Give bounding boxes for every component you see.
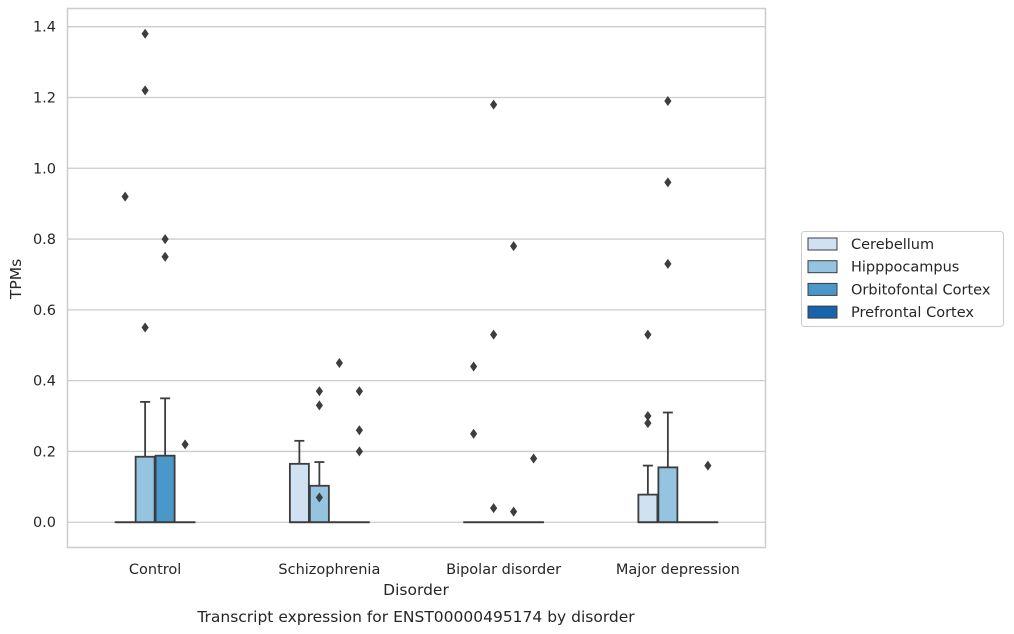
outlier-point [161, 234, 169, 245]
box-body [134, 455, 156, 524]
outlier-markers [121, 28, 712, 517]
legend-label: Cerebellum [851, 237, 934, 253]
x-tick-label: Major depression [616, 562, 740, 578]
outlier-point [664, 96, 672, 107]
legend-swatch [807, 260, 838, 274]
x-tick-label: Schizophrenia [278, 562, 380, 578]
outlier-point [530, 453, 538, 464]
chart-caption: Transcript expression for ENST0000049517… [196, 608, 635, 626]
y-tick-labels: 0.0 0.2 0.4 0.6 0.8 1.0 1.2 1.4 [33, 20, 56, 532]
legend-swatch [807, 237, 838, 251]
x-tick-label: Bipolar disorder [446, 562, 561, 578]
box-0-3 [637, 464, 659, 524]
outlier-point [490, 503, 498, 514]
box-body [288, 462, 310, 524]
box-1-3 [657, 411, 679, 524]
grid-lines [68, 26, 765, 523]
outlier-point [181, 439, 189, 450]
box-2-0 [154, 397, 176, 524]
y-tick-label: 0.4 [33, 374, 56, 390]
outlier-point [510, 506, 518, 517]
outlier-point [315, 400, 323, 411]
legend-swatch [807, 305, 838, 319]
outlier-point [664, 177, 672, 188]
outlier-point [355, 386, 363, 397]
outlier-point [704, 460, 712, 471]
outlier-point [355, 425, 363, 436]
box-body [637, 493, 659, 524]
box-body [308, 484, 330, 524]
outlier-point [335, 357, 343, 368]
legend-label: Orbitofontal Cortex [851, 282, 991, 298]
box-body [154, 454, 176, 524]
legend: Cerebellum Hipppocampus Orbitofontal Corte… [801, 231, 1004, 327]
y-tick-label: 0.8 [33, 232, 56, 248]
outlier-point [644, 329, 652, 340]
legend-swatch [807, 282, 838, 296]
box-0-1 [288, 439, 310, 524]
outlier-point [315, 386, 323, 397]
y-tick-label: 1.2 [33, 90, 56, 106]
outlier-point [315, 492, 323, 503]
outlier-point [644, 411, 652, 422]
outlier-point [490, 329, 498, 340]
y-axis-label: TPMs [7, 259, 25, 300]
outlier-point [161, 251, 169, 262]
outlier-point [470, 361, 478, 372]
outlier-point [664, 258, 672, 269]
plot-frame [66, 7, 767, 549]
x-tick-labels: Control Schizophrenia Bipolar disorder Majo… [129, 562, 740, 578]
box-1-1 [308, 461, 330, 524]
box-series [114, 397, 719, 524]
y-tick-label: 1.4 [33, 20, 56, 36]
x-axis-label: Disorder [383, 581, 449, 599]
box-1-0 [134, 400, 156, 524]
outlier-point [510, 241, 518, 252]
box-body [657, 466, 679, 524]
legend-label: Prefrontal Cortex [851, 305, 974, 321]
outlier-point [644, 418, 652, 429]
y-tick-label: 0.6 [33, 303, 56, 319]
y-tick-label: 0.0 [33, 515, 56, 531]
outlier-point [470, 428, 478, 439]
legend-label: Hipppocampus [851, 260, 959, 276]
x-tick-label: Control [129, 562, 181, 578]
outlier-point [141, 28, 149, 39]
outlier-point [141, 85, 149, 96]
y-tick-label: 1.0 [33, 161, 56, 177]
outlier-point [141, 322, 149, 333]
outlier-point [355, 446, 363, 457]
y-tick-label: 0.2 [33, 444, 56, 460]
outlier-point [121, 191, 129, 202]
outlier-point [490, 99, 498, 110]
legend-frame [801, 231, 1004, 327]
